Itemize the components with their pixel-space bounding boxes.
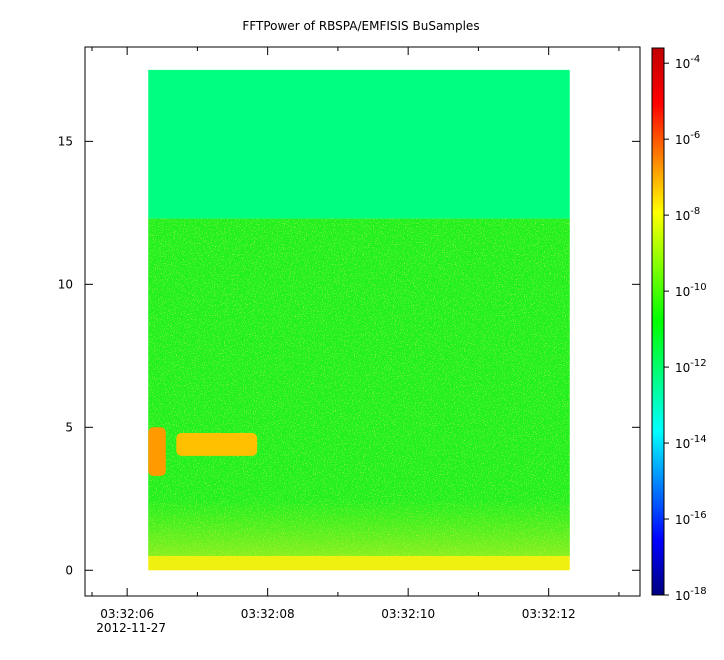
colorbar-tick-label: 10-6	[675, 130, 700, 147]
colorbar-tick-exponent: -18	[690, 586, 706, 597]
colorbar-tick-label: 10-18	[675, 586, 707, 603]
colorbar-tick-exponent: -8	[690, 206, 700, 217]
colorbar-tick-label: 10-16	[675, 510, 707, 527]
heatmap-low-fade	[148, 498, 570, 556]
colorbar-tick-label: 10-4	[675, 54, 700, 71]
colorbar-tick-exponent: -12	[690, 358, 706, 369]
heatmap-region-emission-burst-2	[176, 433, 258, 456]
colorbar: 10-4 10-6 10-8 10-10 10-12 10-14 10-16 10-18	[651, 47, 707, 603]
spectrogram-heatmap	[148, 69, 570, 571]
chart-title: FFTPower of RBSPA/EMFISIS BuSamples	[242, 19, 479, 33]
x-tick-label: 03:32:06	[100, 607, 154, 621]
colorbar-tick-label: 10-8	[675, 206, 700, 223]
y-tick-label: 0	[65, 563, 73, 577]
y-tick-label: 10	[58, 277, 73, 291]
colorbar-tick-exponent: -4	[690, 54, 700, 65]
y-tick-label: 5	[65, 420, 73, 434]
colorbar-tick-label: 10-10	[675, 282, 707, 299]
heatmap-region-low-frequency-band	[148, 555, 570, 571]
x-tick-label: 03:32:12	[522, 607, 576, 621]
heatmap-region-emission-burst-1	[148, 427, 166, 476]
x-tick-label: 03:32:08	[241, 607, 295, 621]
colorbar-tick-exponent: -10	[690, 282, 706, 293]
heatmap-region-upper-band	[148, 69, 570, 219]
y-tick-label: 15	[58, 134, 73, 148]
colorbar-tick-exponent: -16	[690, 510, 706, 521]
y-axis: 0 5 10 15	[58, 134, 640, 577]
colorbar-tick-exponent: -6	[690, 130, 700, 141]
colorbar-bar	[651, 47, 665, 596]
x-tick-label: 03:32:10	[381, 607, 435, 621]
x-tick-sublabel: 2012-11-27	[96, 621, 166, 635]
colorbar-tick-exponent: -14	[690, 434, 706, 445]
colorbar-tick-label: 10-12	[675, 358, 707, 375]
colorbar-tick-label: 10-14	[675, 434, 707, 451]
